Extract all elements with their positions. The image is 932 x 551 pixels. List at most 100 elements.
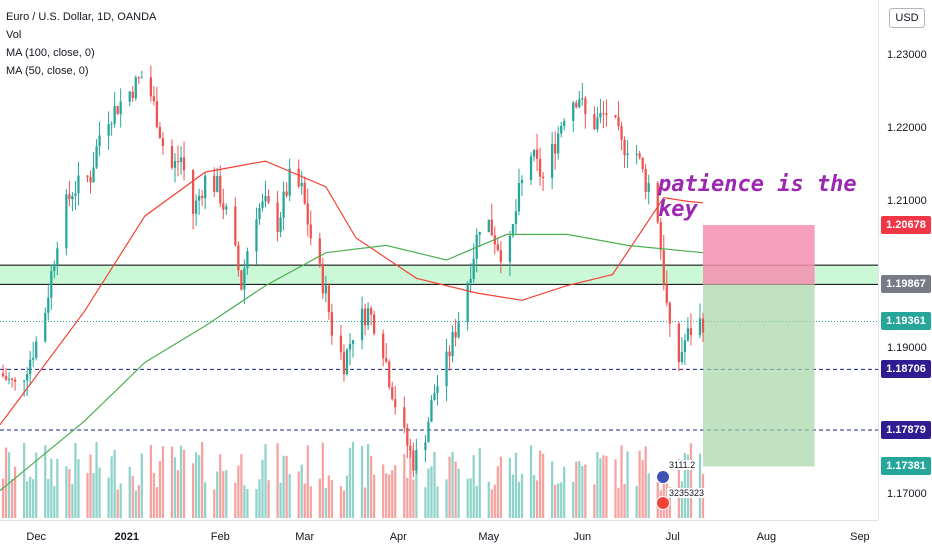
candle[interactable]	[53, 264, 56, 272]
candle[interactable]	[466, 282, 469, 323]
candle[interactable]	[44, 312, 47, 342]
candle[interactable]	[472, 258, 475, 279]
candle[interactable]	[134, 77, 137, 99]
candle[interactable]	[279, 217, 282, 232]
candle[interactable]	[406, 427, 409, 446]
price-label[interactable]: 1.17879	[881, 420, 931, 439]
candle[interactable]	[92, 167, 95, 183]
event-label[interactable]: 3235323	[667, 488, 707, 498]
candle[interactable]	[508, 235, 512, 262]
candle[interactable]	[641, 157, 644, 170]
candle[interactable]	[469, 278, 472, 283]
candle[interactable]	[110, 123, 113, 125]
candle[interactable]	[219, 175, 222, 204]
candle[interactable]	[578, 99, 581, 108]
candle[interactable]	[457, 322, 460, 338]
candle[interactable]	[261, 201, 264, 208]
candle[interactable]	[394, 399, 397, 408]
candle[interactable]	[668, 302, 671, 324]
legend-symbol[interactable]: Euro / U.S. Dollar, 1D, OANDA	[6, 11, 157, 23]
flag-icon[interactable]	[656, 496, 670, 510]
candle[interactable]	[478, 231, 481, 235]
candle[interactable]	[201, 195, 204, 199]
candle[interactable]	[176, 160, 180, 163]
candle[interactable]	[427, 421, 430, 443]
candle[interactable]	[161, 138, 165, 147]
candle[interactable]	[557, 133, 560, 154]
candle[interactable]	[388, 361, 391, 387]
candle[interactable]	[596, 117, 599, 130]
candle[interactable]	[23, 380, 26, 382]
candle[interactable]	[128, 91, 131, 102]
candle[interactable]	[74, 193, 77, 196]
candle[interactable]	[152, 96, 156, 102]
ma100-line[interactable]	[0, 160, 704, 426]
candle[interactable]	[541, 176, 545, 178]
annotation-text[interactable]: patience is the key	[658, 172, 857, 222]
candle[interactable]	[7, 378, 11, 380]
candle[interactable]	[623, 139, 626, 156]
candle[interactable]	[366, 308, 370, 326]
candle[interactable]	[68, 194, 71, 200]
candle[interactable]	[222, 203, 225, 210]
stop-loss-zone[interactable]	[703, 224, 815, 285]
candle[interactable]	[234, 206, 237, 246]
candle[interactable]	[445, 351, 448, 387]
candle[interactable]	[496, 244, 499, 251]
candle[interactable]	[686, 328, 690, 341]
candle[interactable]	[605, 113, 608, 116]
candle[interactable]	[300, 182, 303, 187]
candle[interactable]	[487, 219, 490, 232]
candle[interactable]	[107, 124, 110, 136]
candle[interactable]	[433, 393, 436, 401]
candle[interactable]	[276, 202, 279, 232]
candle[interactable]	[345, 349, 349, 375]
candle[interactable]	[324, 285, 327, 294]
candle[interactable]	[698, 318, 702, 336]
candle[interactable]	[514, 211, 518, 225]
candle[interactable]	[173, 160, 177, 168]
candle[interactable]	[204, 175, 207, 199]
candle[interactable]	[56, 248, 59, 265]
candle[interactable]	[363, 308, 367, 326]
candle[interactable]	[119, 101, 122, 114]
candle[interactable]	[436, 386, 439, 394]
candle[interactable]	[535, 149, 539, 159]
candle[interactable]	[662, 250, 665, 285]
candle[interactable]	[113, 106, 116, 124]
candle[interactable]	[638, 153, 641, 158]
candle[interactable]	[644, 169, 647, 193]
candle[interactable]	[520, 179, 524, 184]
candle[interactable]	[225, 206, 228, 210]
legend-ma50[interactable]: MA (50, close, 0)	[6, 65, 89, 77]
candle[interactable]	[65, 194, 68, 249]
candle[interactable]	[529, 156, 533, 180]
candle[interactable]	[288, 168, 291, 196]
candle[interactable]	[137, 77, 140, 79]
candle[interactable]	[246, 251, 249, 269]
candle[interactable]	[240, 270, 243, 290]
candle[interactable]	[98, 135, 101, 147]
candle[interactable]	[599, 113, 602, 118]
candle[interactable]	[327, 285, 331, 313]
candle[interactable]	[391, 386, 394, 400]
candle[interactable]	[538, 158, 542, 177]
legend-ma100[interactable]: MA (100, close, 0)	[6, 47, 95, 59]
candle[interactable]	[95, 146, 98, 168]
candle[interactable]	[617, 116, 620, 127]
candle[interactable]	[683, 340, 687, 352]
price-label[interactable]: 1.18706	[881, 360, 931, 379]
price-label[interactable]: 1.19867	[881, 275, 931, 294]
candle[interactable]	[89, 176, 92, 183]
candle[interactable]	[680, 351, 684, 362]
currency-button[interactable]: USD	[889, 8, 925, 28]
candle[interactable]	[677, 323, 680, 362]
candle[interactable]	[348, 343, 352, 350]
candle[interactable]	[560, 125, 563, 134]
candle[interactable]	[614, 115, 617, 117]
candle[interactable]	[309, 224, 312, 239]
candle[interactable]	[554, 144, 557, 154]
candle[interactable]	[430, 400, 433, 422]
candle[interactable]	[448, 351, 451, 357]
candle[interactable]	[360, 308, 364, 341]
